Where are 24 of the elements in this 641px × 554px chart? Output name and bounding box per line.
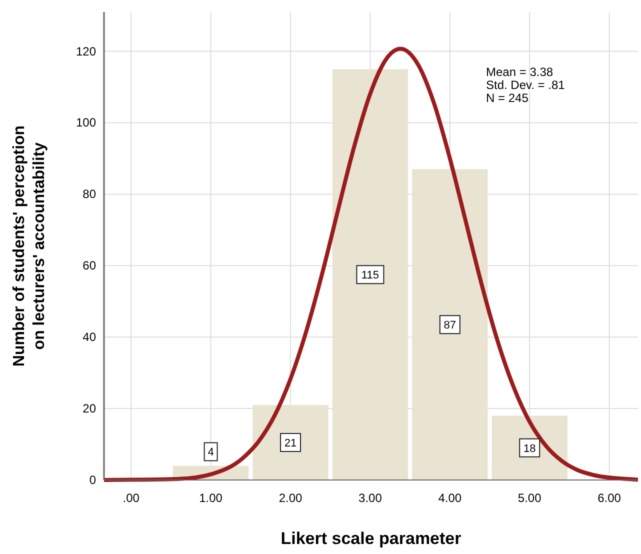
y-tick-label: 40 (82, 330, 96, 344)
x-tick-label: 6.00 (598, 491, 622, 505)
data-label: 4 (208, 446, 214, 459)
data-label: 115 (361, 270, 379, 282)
y-axis-title: Number of students' perception on lecturers' accountability (11, 125, 48, 367)
data-label: 21 (284, 437, 297, 450)
y-tick-label: 120 (76, 44, 96, 58)
x-axis-title: Likert scale parameter (280, 529, 462, 548)
y-tick-label: 60 (82, 258, 96, 273)
x-tick-label: 5.00 (518, 491, 542, 505)
annotation: Std. Dev. = .81 (486, 78, 566, 92)
y-tick-label: 20 (82, 402, 96, 416)
annotation: N = 245 (486, 91, 529, 105)
x-tick-label: 1.00 (199, 491, 223, 505)
data-label: 18 (523, 442, 536, 455)
x-tick-label: 4.00 (438, 491, 462, 505)
y-tick-label: 80 (82, 187, 96, 202)
x-tick-label: .00 (122, 491, 140, 505)
annotation: Mean = 3.38 (486, 65, 554, 79)
y-tick-label: 100 (76, 116, 96, 130)
x-tick-label: 3.00 (358, 491, 382, 505)
y-tick-label: 0 (89, 473, 96, 487)
data-label: 87 (444, 320, 456, 332)
x-tick-label: 2.00 (278, 491, 303, 505)
